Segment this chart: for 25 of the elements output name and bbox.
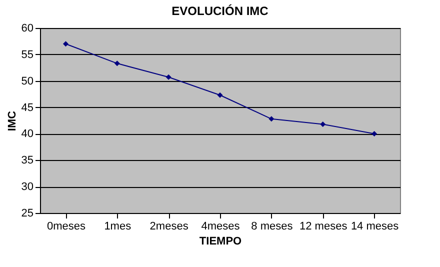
x-tick-label: 8 meses: [251, 220, 294, 232]
point: [217, 92, 223, 98]
x-tick-label: 0meses: [46, 220, 86, 232]
point: [320, 121, 326, 127]
y-tick-label: 25: [21, 208, 34, 220]
y-tick-label: 30: [21, 181, 34, 194]
y-tick-label: 60: [21, 22, 34, 34]
x-tick-label: 1mes: [104, 220, 132, 232]
x-tick-label: 2meses: [150, 220, 189, 232]
x-axis-title: TIEMPO: [199, 236, 242, 248]
y-tick-label: 45: [21, 102, 34, 114]
y-tick-label: 55: [21, 48, 34, 61]
y-tick-label: 35: [21, 154, 34, 167]
point: [268, 116, 274, 122]
point: [114, 60, 120, 66]
point: [166, 74, 172, 80]
x-tick-label: 4meses: [201, 220, 240, 232]
point: [62, 41, 68, 47]
y-tick-label: 50: [21, 75, 34, 88]
y-tick-label: 40: [21, 128, 34, 140]
x-tick-label: 14 meses: [350, 220, 400, 232]
x-tick-label: 12 meses: [300, 220, 348, 232]
y-axis-title: IMC: [6, 110, 18, 132]
chart-title: EVOLUCIÓN IMC: [172, 4, 269, 18]
point: [372, 130, 378, 136]
